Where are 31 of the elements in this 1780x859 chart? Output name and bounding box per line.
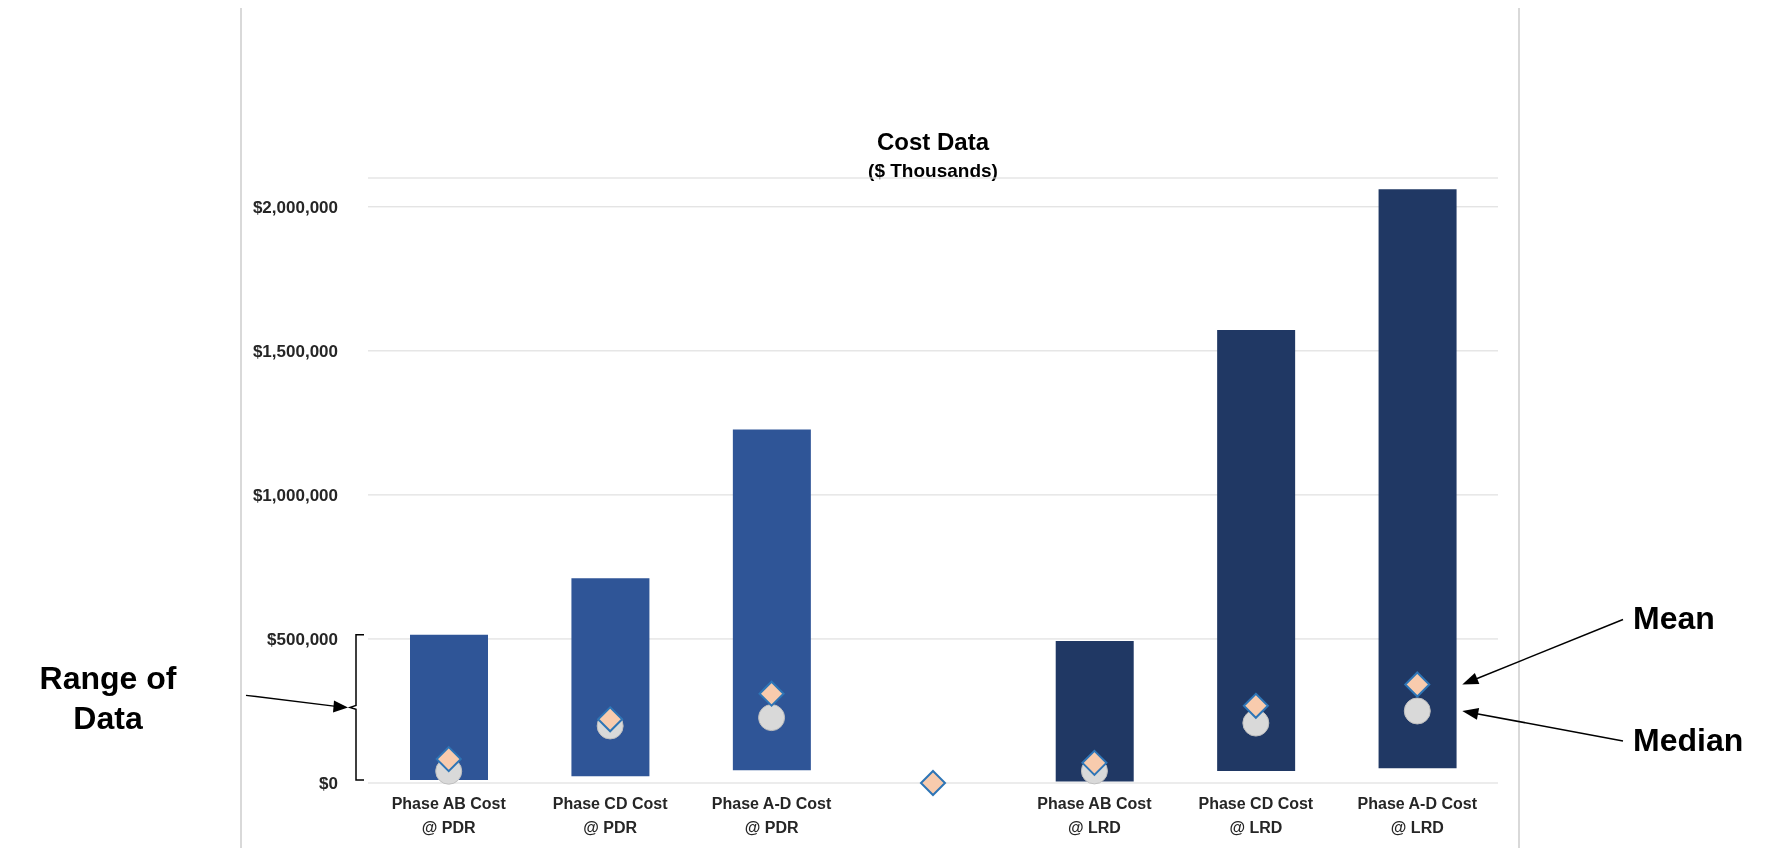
bar xyxy=(410,634,488,781)
bar xyxy=(571,578,650,777)
y-tick-label: $2,000,000 xyxy=(252,197,338,217)
text: Median xyxy=(1633,721,1744,758)
x-tick-label: Phase A-D Cost @ PDR xyxy=(711,795,832,836)
bar xyxy=(1217,330,1296,771)
y-tick-label: $0 xyxy=(319,774,338,794)
x-tick-label: Phase CD Cost @ LRD xyxy=(1198,795,1314,836)
bar xyxy=(1378,189,1457,769)
point xyxy=(1403,697,1431,725)
y-tick-label: $1,000,000 xyxy=(252,485,338,505)
bar xyxy=(732,429,811,771)
x-tick-label: Phase AB Cost @ PDR xyxy=(391,795,507,836)
y-tick-label: $1,500,000 xyxy=(252,341,338,361)
x-tick-label: Phase AB Cost @ LRD xyxy=(1037,795,1153,836)
y-tick-label: $500,000 xyxy=(267,629,338,649)
text: Mean xyxy=(1633,600,1715,637)
point xyxy=(435,746,462,773)
point xyxy=(1081,749,1108,776)
text: Range of Data xyxy=(39,660,177,737)
bar xyxy=(1055,640,1134,782)
chart-subtitle: ($ Thousands) xyxy=(867,160,999,182)
point xyxy=(1242,692,1269,719)
x-tick-label: Phase A-D Cost @ LRD xyxy=(1357,795,1478,836)
point xyxy=(1404,671,1431,698)
x-tick-label: Phase CD Cost @ PDR xyxy=(552,795,669,836)
chart-title: Cost Data xyxy=(876,128,991,156)
point xyxy=(920,770,946,796)
point xyxy=(758,704,786,732)
point xyxy=(758,680,785,707)
point xyxy=(597,706,624,733)
